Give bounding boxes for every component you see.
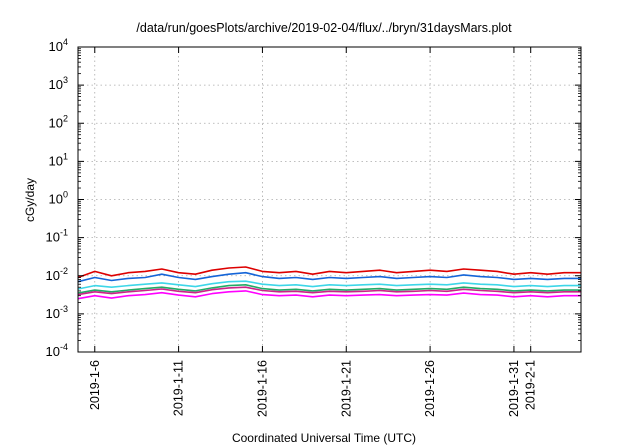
series-line: [77, 290, 581, 300]
x-tick-label: 2019-1-31: [507, 360, 521, 417]
series-line: [77, 283, 581, 294]
y-tick-label: 10-2: [46, 266, 68, 283]
y-tick-label: 102: [49, 113, 68, 130]
series-line: [77, 286, 581, 296]
y-tick-label: 10-4: [46, 342, 68, 359]
chart-title: /data/run/goesPlots/archive/2019-02-04/f…: [136, 21, 512, 35]
y-tick-label: 104: [49, 37, 68, 54]
x-tick-label: 2019-1-26: [423, 360, 437, 417]
x-tick-label: 2019-1-16: [255, 360, 269, 417]
x-tick-label: 2019-1-6: [88, 360, 102, 410]
x-tick-label: 2019-1-11: [172, 360, 186, 416]
grid: [78, 47, 581, 352]
y-tick-label: 100: [49, 190, 68, 207]
x-tick-label: 2019-1-21: [339, 360, 353, 417]
series-line: [77, 280, 581, 290]
x-axis: 2019-1-6 2019-1-11 2019-1-16 2019-1-21 2019-…: [88, 47, 538, 417]
series-line: [77, 266, 581, 279]
series-group: [77, 266, 581, 300]
y-tick-label: 10-3: [46, 304, 68, 321]
series-line: [77, 271, 581, 283]
x-axis-label: Coordinated Universal Time (UTC): [232, 431, 416, 445]
y-tick-label: 101: [49, 151, 68, 168]
y-axis-label: cGy/day: [23, 178, 37, 222]
y-tick-label: 10-1: [46, 228, 68, 245]
y-tick-label: 103: [49, 75, 68, 92]
x-tick-label: 2019-2-1: [524, 360, 538, 410]
